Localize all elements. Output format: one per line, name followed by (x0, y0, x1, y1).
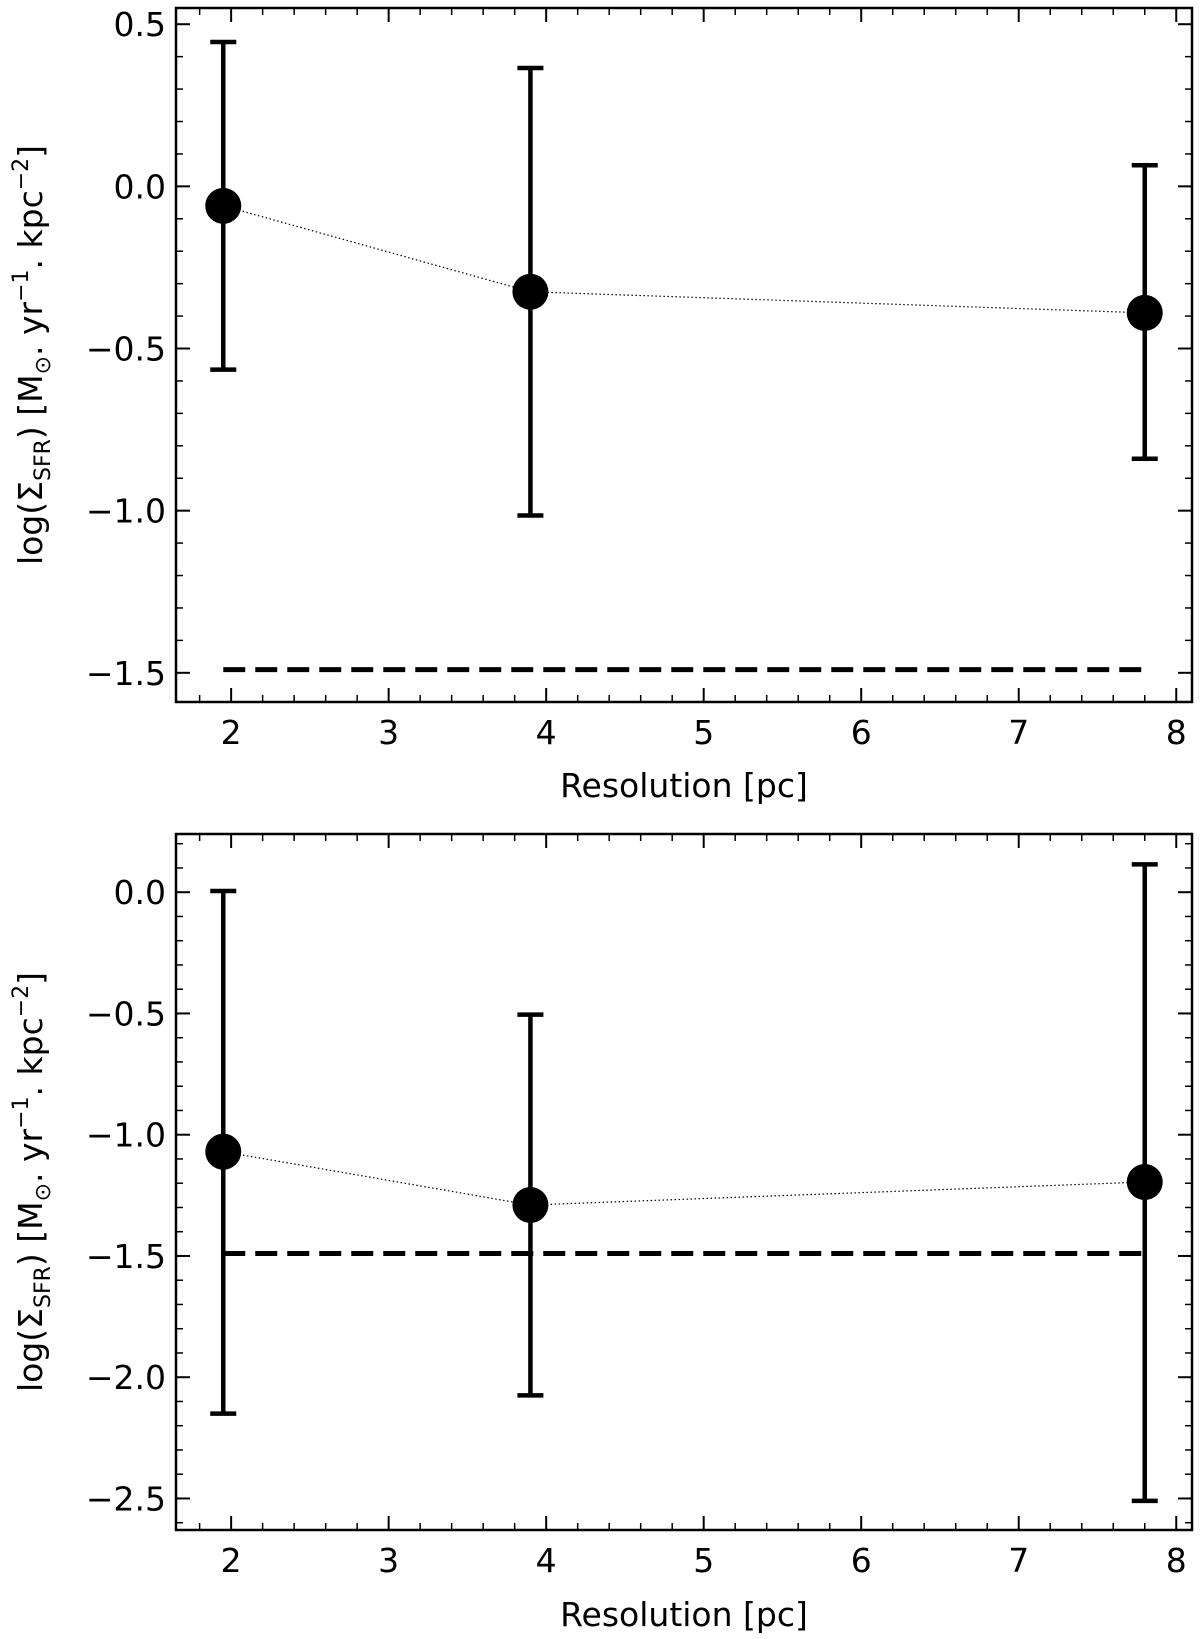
bottom-y-tick-label: −2.5 (86, 1479, 166, 1518)
top-dotted-connector-line (223, 205, 1145, 314)
bottom-dotted-connector-line (223, 1151, 1145, 1206)
top-x-tick-label: 2 (221, 713, 242, 752)
top-x-tick-label: 6 (851, 713, 872, 752)
bottom-data-point (1126, 1164, 1163, 1200)
bottom-x-tick-label: 4 (536, 1541, 557, 1580)
top-x-tick-label: 5 (693, 713, 714, 752)
bottom-x-tick-label: 2 (221, 1541, 242, 1580)
top-data-point (512, 273, 549, 310)
top-y-axis-label: log(ΣSFR) [M⊙. yr−1. kpc−2] (9, 145, 56, 565)
top-panel: 2 3 4 5 6 7 8 0.5 0.0 −0.5 −1.0 −1.5 Resolution [pc… (9, 5, 1194, 805)
top-marks (205, 39, 1163, 673)
top-x-tick-label: 3 (378, 713, 399, 752)
bottom-x-tick-label: 5 (693, 1541, 714, 1580)
top-plot-frame (174, 6, 1194, 704)
top-y-tick-label: −1.5 (86, 654, 166, 693)
bottom-y-tick-label: −0.5 (86, 994, 166, 1033)
bottom-plot-frame (174, 832, 1194, 1532)
top-x-axis-label: Resolution [pc] (560, 766, 808, 805)
top-y-tick-label: 0.5 (114, 5, 166, 44)
top-tick-labels: 2 3 4 5 6 7 8 0.5 0.0 −0.5 −1.0 −1.5 (86, 5, 1187, 752)
bottom-panel: 2 3 4 5 6 7 8 0.0 −0.5 −1.0 −1.5 −2.0 −2.5 Resolutio… (9, 832, 1194, 1634)
bottom-x-tick-label: 8 (1166, 1541, 1187, 1580)
top-y-tick-label: 0.0 (114, 167, 166, 206)
bottom-data-point (205, 1133, 242, 1170)
bottom-tick-labels: 2 3 4 5 6 7 8 0.0 −0.5 −1.0 −1.5 −2.0 −2.5 (86, 873, 1187, 1580)
top-y-tick-label: −1.0 (86, 492, 166, 531)
bottom-y-axis-label: log(ΣSFR) [M⊙. yr−1. kpc−2] (9, 972, 56, 1392)
bottom-ticks (176, 834, 1192, 1530)
bottom-y-tick-label: −1.5 (86, 1237, 166, 1276)
bottom-y-tick-label: −1.0 (86, 1116, 166, 1155)
bottom-x-tick-label: 6 (851, 1541, 872, 1580)
top-ticks (176, 8, 1192, 702)
bottom-x-tick-label: 3 (378, 1541, 399, 1580)
bottom-y-tick-label: −2.0 (86, 1358, 166, 1397)
top-data-point (1126, 294, 1163, 331)
top-data-point (205, 187, 242, 224)
bottom-marks (205, 862, 1163, 1504)
top-x-tick-label: 8 (1166, 713, 1187, 752)
top-y-tick-label: −0.5 (86, 330, 166, 369)
top-x-tick-label: 7 (1008, 713, 1029, 752)
bottom-x-tick-label: 7 (1008, 1541, 1029, 1580)
bottom-x-axis-label: Resolution [pc] (560, 1595, 808, 1634)
bottom-y-tick-label: 0.0 (114, 873, 166, 912)
bottom-data-point (512, 1187, 549, 1224)
top-x-tick-label: 4 (536, 713, 557, 752)
